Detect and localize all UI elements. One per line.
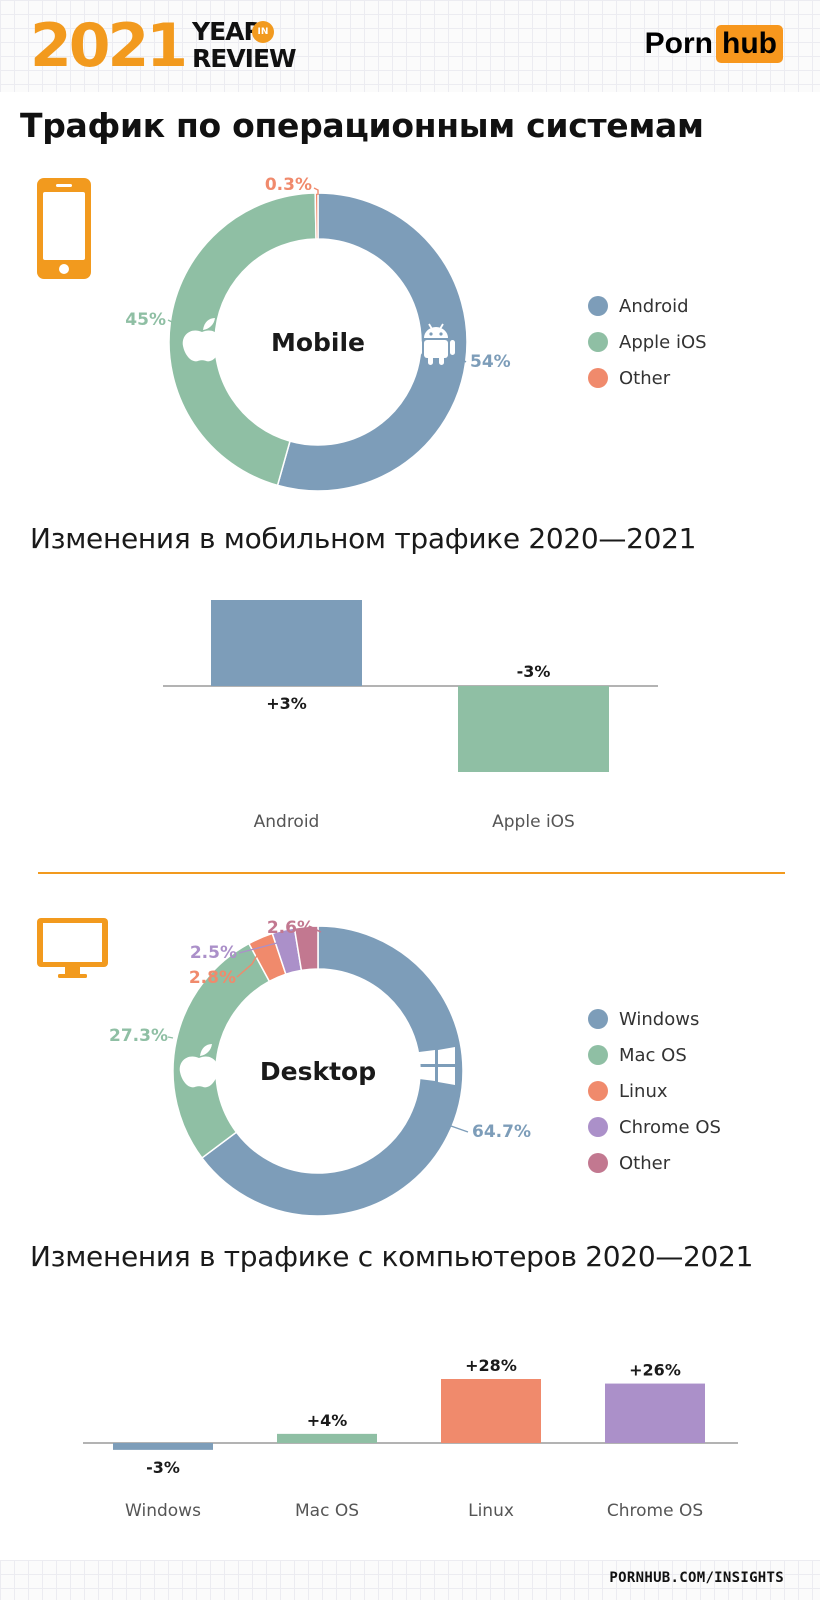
- leader-line: [450, 1125, 469, 1133]
- legend-label: Android: [619, 295, 689, 317]
- slice-android: [276, 192, 468, 492]
- legend-item-mac-os: Mac OS: [588, 1037, 721, 1073]
- smartphone-icon: [37, 178, 91, 279]
- mobile-legend: Android Apple iOS Other: [588, 288, 707, 396]
- legend-swatch: [588, 1081, 608, 1101]
- bar-value-label: +28%: [465, 1356, 517, 1375]
- bar-apple-ios: [458, 686, 609, 772]
- legend-item-apple-ios: Apple iOS: [588, 324, 707, 360]
- slice-windows: [200, 925, 464, 1217]
- page-title: Трафик по операционным системам: [20, 106, 704, 145]
- bar-value-label: +3%: [266, 694, 307, 713]
- mobile-change-bar-chart: +3% Android -3% Apple iOS: [163, 600, 658, 832]
- donut-center-label: Mobile: [271, 328, 365, 357]
- donut-center-label: Desktop: [260, 1057, 376, 1086]
- legend-swatch: [588, 1009, 608, 1029]
- logo-year: 2021: [30, 11, 188, 81]
- slice-other: [293, 925, 319, 972]
- slice-label: 0.3%: [265, 175, 312, 195]
- slice-apple-ios: [168, 192, 317, 487]
- legend-item-windows: Windows: [588, 1001, 721, 1037]
- category-label: Android: [254, 812, 320, 832]
- mobile-donut-chart: 54% 45% 0.3% Mobile: [125, 175, 511, 492]
- legend-label: Apple iOS: [619, 331, 707, 353]
- leader-line: [313, 187, 319, 195]
- slice-label: 45%: [125, 310, 166, 330]
- desktop-donut-chart: 64.7% 27.3% 2.8% 2.5% 2.6% Desktop: [109, 918, 531, 1217]
- section-divider: [38, 872, 785, 874]
- legend-item-chrome-os: Chrome OS: [588, 1109, 721, 1145]
- bar-chrome-os: [605, 1383, 705, 1443]
- legend-item-android: Android: [588, 288, 707, 324]
- legend-label: Linux: [619, 1080, 668, 1102]
- brand-left: Porn: [644, 27, 714, 60]
- leader-line: [167, 1036, 174, 1039]
- slice-label: 64.7%: [472, 1122, 531, 1142]
- legend-item-linux: Linux: [588, 1073, 721, 1109]
- monitor-icon: [37, 918, 108, 978]
- legend-label: Windows: [619, 1008, 700, 1030]
- legend-label: Other: [619, 367, 671, 389]
- bar-value-label: -3%: [146, 1458, 180, 1477]
- slice-label: 2.6%: [267, 918, 314, 938]
- bar-value-label: -3%: [517, 662, 551, 681]
- legend-swatch: [588, 1153, 608, 1173]
- bar-value-label: +4%: [307, 1411, 348, 1430]
- brand-right: hub: [716, 25, 783, 63]
- leader-line: [236, 946, 263, 978]
- mobile-change-title: Изменения в мобильном трафике 2020—2021: [30, 522, 697, 555]
- category-label: Windows: [125, 1501, 201, 1521]
- leader-line: [462, 359, 467, 363]
- logo-in-badge: IN: [252, 21, 274, 43]
- legend-label: Mac OS: [619, 1044, 687, 1066]
- desktop-change-title: Изменения в трафике с компьютеров 2020—2…: [30, 1240, 754, 1273]
- header-band: [0, 0, 820, 92]
- bar-linux: [441, 1379, 541, 1443]
- slice-label: 2.5%: [190, 943, 237, 963]
- bar-android: [211, 600, 362, 686]
- slice-label: 54%: [470, 352, 511, 372]
- legend-label: Other: [619, 1152, 671, 1174]
- legend-swatch: [588, 296, 608, 316]
- legend-item-other: Other: [588, 360, 707, 396]
- desktop-change-bar-chart: -3% Windows +4% Mac OS +28% Linux +26% Chrome O…: [83, 1356, 738, 1521]
- category-label: Linux: [468, 1501, 514, 1521]
- logo-review-word: REVIEW: [192, 44, 297, 73]
- leader-line: [238, 942, 278, 954]
- legend-swatch: [588, 332, 608, 352]
- legend-label: Chrome OS: [619, 1116, 721, 1138]
- legend-swatch: [588, 368, 608, 388]
- slice-label: 27.3%: [109, 1026, 168, 1046]
- year-in-review-logo: YEAR IN REVIEW: [192, 17, 297, 78]
- category-label: Apple iOS: [492, 812, 575, 832]
- slice-label: 2.8%: [189, 968, 236, 988]
- windows-icon: [419, 1047, 455, 1085]
- slice-other: [314, 192, 319, 240]
- bar-windows: [113, 1443, 213, 1450]
- category-label: Chrome OS: [607, 1501, 703, 1521]
- footer-band: [0, 1560, 820, 1600]
- legend-swatch: [588, 1117, 608, 1137]
- bar-mac-os: [277, 1433, 377, 1443]
- legend-swatch: [588, 1045, 608, 1065]
- apple-icon: [182, 318, 222, 362]
- bar-value-label: +26%: [629, 1361, 681, 1380]
- apple-icon: [179, 1044, 219, 1088]
- legend-item-other: Other: [588, 1145, 721, 1181]
- category-label: Mac OS: [295, 1501, 359, 1521]
- leader-line: [167, 319, 173, 323]
- logo-year-word: YEAR: [192, 17, 263, 46]
- desktop-legend: Windows Mac OS Linux Chrome OS Other: [588, 1001, 721, 1181]
- android-icon: [417, 323, 455, 365]
- leader-line: [308, 925, 322, 933]
- brand-logo[interactable]: Porn hub: [645, 25, 783, 63]
- footer-url[interactable]: PORNHUB.COM/INSIGHTS: [609, 1570, 784, 1586]
